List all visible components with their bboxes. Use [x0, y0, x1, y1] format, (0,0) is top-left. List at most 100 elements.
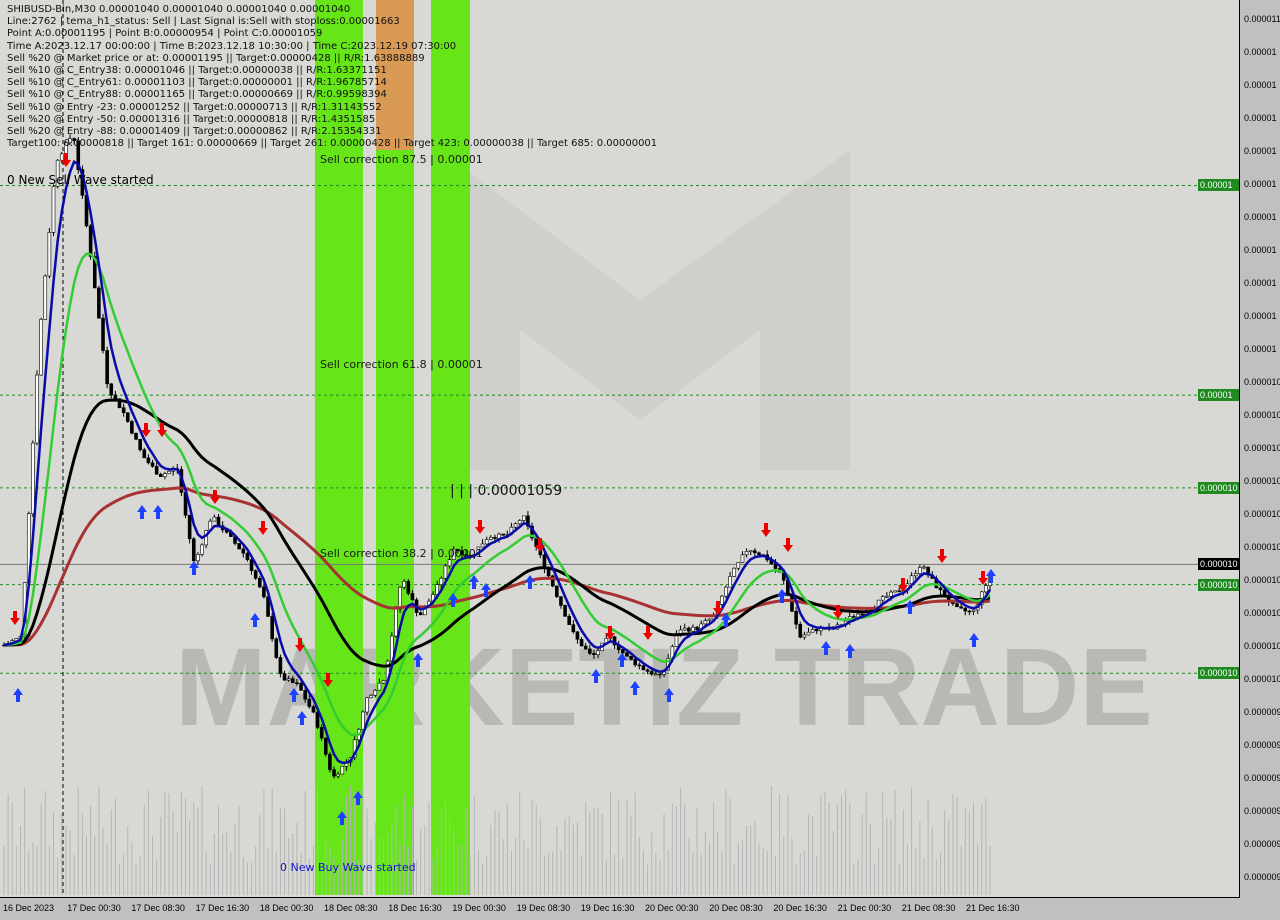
candle [753, 550, 757, 554]
candle [810, 629, 815, 633]
candle [563, 605, 567, 617]
price-tick: 0.000009 [1244, 740, 1280, 750]
sell-arrow-icon [761, 523, 771, 537]
sell-arrow-icon [258, 521, 268, 535]
candle [319, 727, 324, 739]
time-tick: 19 Dec 08:30 [516, 903, 571, 913]
candle [460, 550, 464, 555]
candle [72, 138, 76, 142]
price-tick: 0.000010 [1244, 641, 1280, 651]
buy-arrow-icon [481, 583, 491, 597]
candle [278, 657, 283, 674]
price-tick: 0.000010 [1244, 410, 1280, 420]
candle [526, 515, 530, 527]
candle [43, 275, 48, 320]
candle [97, 287, 101, 319]
candle [959, 606, 963, 609]
candle [51, 186, 56, 233]
sell-arrow-icon [210, 490, 220, 504]
price-tick: 0.00001 [1244, 212, 1277, 222]
buy-wave-label: 0 New Buy Wave started [280, 861, 416, 874]
candle [691, 626, 695, 632]
sell-arrow-icon [475, 520, 485, 534]
candle [117, 398, 122, 409]
candle [629, 655, 633, 660]
candle [555, 585, 559, 597]
candle [728, 576, 732, 588]
buy-arrow-icon [189, 561, 199, 575]
price-tick: 0.000010 [1244, 476, 1280, 486]
candle [109, 383, 114, 396]
buy-arrow-icon [289, 688, 299, 702]
price-tick: 0.000009 [1244, 707, 1280, 717]
candle [167, 470, 171, 474]
candle [889, 591, 893, 597]
buy-arrow-icon [777, 589, 787, 603]
time-tick: 18 Dec 16:30 [388, 903, 442, 913]
candle [517, 520, 522, 525]
candle [575, 631, 580, 640]
info-line: Sell %10 @ C_Entry88: 0.00001165 || Targ… [7, 89, 387, 101]
level-price-tag: 0.000010 [1198, 667, 1239, 680]
candle [439, 577, 444, 585]
correction-87-label: Sell correction 87.5 | 0.00001 [320, 153, 483, 166]
buy-arrow-icon [250, 613, 260, 627]
candle [794, 610, 798, 625]
candle [191, 538, 196, 562]
buy-arrow-icon [337, 811, 347, 825]
candle [633, 659, 638, 666]
candle [559, 596, 563, 606]
time-tick: 20 Dec 00:30 [645, 903, 699, 913]
sell-arrow-icon [978, 571, 988, 585]
candle [418, 612, 423, 616]
info-line: Time A:2023.12.17 00:00:00 | Time B:2023… [7, 40, 457, 52]
buy-arrow-icon [448, 593, 458, 607]
candle [130, 421, 134, 434]
candle [299, 682, 303, 691]
candle [592, 653, 596, 655]
candle [187, 514, 192, 540]
candle [682, 627, 687, 631]
signal-band [431, 0, 470, 895]
current-price-tag: 0.000010 [1198, 558, 1239, 571]
mid-ma-line [3, 252, 991, 737]
candle [464, 554, 468, 556]
candle [963, 607, 968, 612]
info-line: Sell %20 @ Entry -50: 0.00001316 || Targ… [7, 113, 376, 125]
candle [790, 595, 794, 612]
candle [588, 648, 592, 654]
candle [88, 225, 93, 257]
sell-arrow-icon [141, 423, 151, 437]
candle [105, 350, 109, 385]
price-tick: 0.00001 [1244, 80, 1277, 90]
candle [955, 603, 959, 608]
buy-arrow-icon [153, 505, 163, 519]
buy-arrow-icon [845, 644, 855, 658]
buy-arrow-icon [969, 633, 979, 647]
time-tick: 18 Dec 00:30 [259, 903, 314, 913]
candle [307, 698, 312, 707]
chart-area[interactable]: MARKETIZ TRADE Sell correction 87.5 | 0.… [0, 0, 1240, 898]
candle [290, 678, 295, 683]
candle [571, 624, 576, 633]
candle [274, 638, 279, 658]
candle [154, 466, 159, 475]
candle [270, 616, 274, 640]
info-line: Target100: 0.00000818 || Target 161: 0.0… [7, 138, 658, 150]
candle [253, 570, 258, 579]
level-price-tag: 0.000010 [1198, 481, 1239, 494]
candle [336, 773, 340, 777]
buy-arrow-icon [664, 688, 674, 702]
candle [645, 669, 650, 672]
correction-38-label: Sell correction 38.2 | 0.00001 [320, 547, 483, 560]
candle [625, 652, 629, 657]
candle [579, 639, 584, 647]
info-line: Point A:0.00001195 | Point B:0.00000954 … [7, 28, 323, 40]
candle [621, 649, 625, 654]
candle [150, 462, 155, 467]
candle [328, 753, 332, 771]
time-tick: 17 Dec 00:30 [67, 903, 121, 913]
candle [76, 140, 81, 170]
price-tick: 0.000010 [1244, 377, 1280, 387]
buy-arrow-icon [353, 791, 363, 805]
